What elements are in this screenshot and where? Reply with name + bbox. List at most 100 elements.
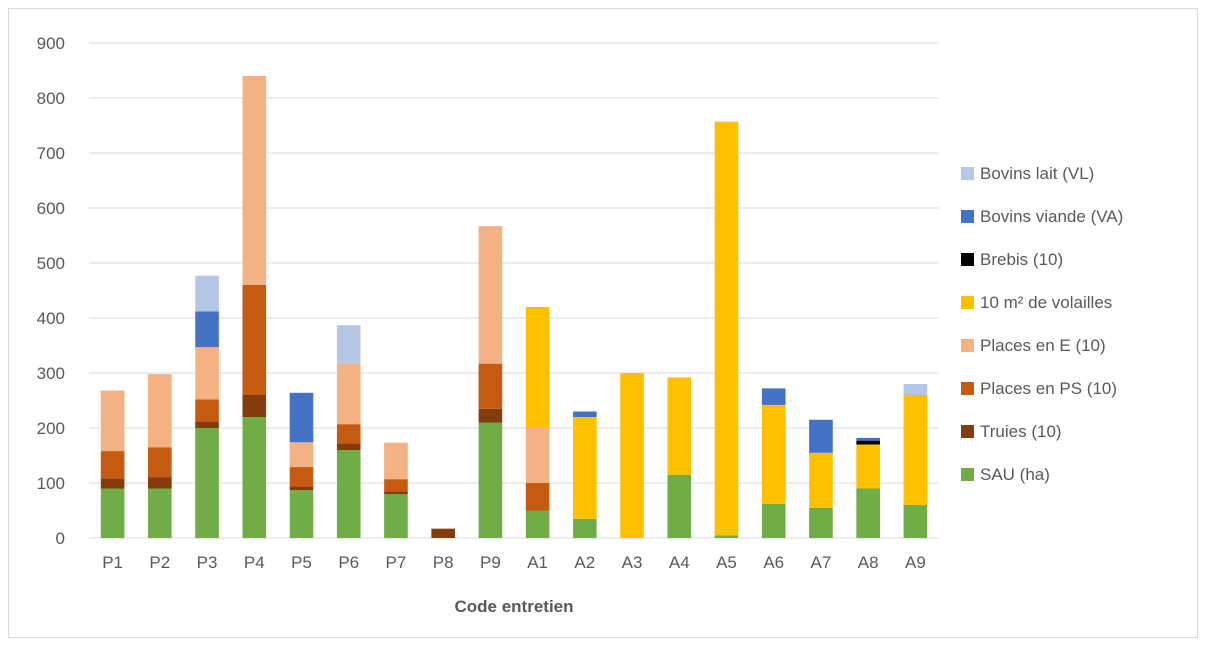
bar-segment <box>856 444 880 489</box>
x-tick-label: P9 <box>480 553 501 572</box>
x-tick-label: A4 <box>669 553 690 572</box>
bar-segment <box>667 377 692 475</box>
bar-segment <box>573 411 597 417</box>
y-tick-label: 700 <box>37 144 65 163</box>
bar-segment <box>525 307 550 428</box>
bar-segment <box>856 440 880 445</box>
bar-segment <box>148 477 172 489</box>
bar-segment <box>242 395 267 417</box>
x-tick-label: A6 <box>763 553 784 572</box>
x-axis-title: Code entretien <box>454 597 573 616</box>
y-tick-label: 500 <box>37 254 65 273</box>
x-tick-label: P2 <box>149 553 170 572</box>
bar-segment <box>336 450 361 538</box>
x-tick-label: A5 <box>716 553 737 572</box>
legend-label: Brebis (10) <box>980 250 1063 269</box>
bar-segment <box>100 451 125 479</box>
bar-segment <box>242 417 267 538</box>
bar-segment <box>100 488 125 538</box>
x-tick-label: P4 <box>244 553 265 572</box>
bar-segment <box>431 528 455 538</box>
x-tick-label: A7 <box>811 553 832 572</box>
bar-segment <box>384 494 408 538</box>
x-tick-label: P1 <box>102 553 123 572</box>
bar-segment <box>478 226 503 364</box>
bar-segment <box>289 486 314 491</box>
bar-segment <box>525 428 550 483</box>
legend: Bovins lait (VL) Bovins viande (VA) Brebis… <box>961 164 1123 484</box>
chart-frame: 0 100 200 300 400 500 600 700 800 900 P1 P2 P3 P4 P5 P… <box>8 8 1198 638</box>
legend-swatch <box>961 468 974 481</box>
y-tick-label: 200 <box>37 419 65 438</box>
bar-segment <box>714 535 739 538</box>
y-tick-label: 900 <box>37 34 65 53</box>
bar-segment <box>761 404 786 504</box>
y-axis-ticks: 0 100 200 300 400 500 600 700 800 900 <box>37 34 65 548</box>
gridlines <box>89 42 939 539</box>
bar-segment <box>856 488 880 538</box>
bar-segment <box>148 447 172 478</box>
bar-segment <box>525 510 550 538</box>
bar-segment <box>100 390 125 452</box>
bar-segment <box>289 392 314 443</box>
bar-segment <box>620 373 644 538</box>
y-tick-label: 600 <box>37 199 65 218</box>
legend-swatch <box>961 382 974 395</box>
bar-segment <box>809 419 833 453</box>
legend-swatch <box>961 296 974 309</box>
bar-segment <box>903 505 928 538</box>
bar-segment <box>525 483 550 511</box>
x-tick-label: P7 <box>386 553 407 572</box>
bar-segment <box>761 503 786 538</box>
bar-segment <box>242 76 267 285</box>
bar-segment <box>336 443 361 450</box>
stacked-bar-chart: 0 100 200 300 400 500 600 700 800 900 P1 P2 P3 P4 P5 P… <box>37 34 1124 616</box>
bar-segment <box>478 422 503 538</box>
bar-segment <box>573 518 597 538</box>
legend-label: Bovins lait (VL) <box>980 164 1094 183</box>
y-tick-label: 100 <box>37 474 65 493</box>
bar-segment <box>148 488 172 538</box>
x-tick-label: A3 <box>622 553 643 572</box>
bar-segment <box>289 467 314 487</box>
legend-label: SAU (ha) <box>980 465 1050 484</box>
x-tick-label: A2 <box>574 553 595 572</box>
bar-segment <box>336 424 361 444</box>
bar-segment <box>761 388 786 405</box>
bar-segment <box>100 478 125 489</box>
bar-segment <box>856 437 880 441</box>
y-tick-label: 0 <box>56 529 65 548</box>
legend-swatch <box>961 253 974 266</box>
bar-segment <box>667 474 692 538</box>
bar-segment <box>478 363 503 409</box>
bar-segment <box>336 363 361 425</box>
legend-swatch <box>961 210 974 223</box>
x-tick-label: A8 <box>858 553 879 572</box>
x-tick-label: P5 <box>291 553 312 572</box>
bar-segment <box>195 347 219 400</box>
bar-segment <box>384 491 408 494</box>
y-tick-label: 400 <box>37 309 65 328</box>
x-tick-label: P3 <box>197 553 218 572</box>
x-tick-label: A1 <box>527 553 548 572</box>
bar-segment <box>148 374 172 448</box>
legend-swatch <box>961 339 974 352</box>
legend-swatch <box>961 167 974 180</box>
y-tick-label: 800 <box>37 89 65 108</box>
bar-segment <box>384 479 408 492</box>
bar-segment <box>903 384 928 395</box>
bar-segment <box>573 417 597 519</box>
bar-segment <box>714 121 739 536</box>
legend-label: Bovins viande (VA) <box>980 207 1123 226</box>
bar-segment <box>478 408 503 423</box>
bar-segment <box>242 285 267 395</box>
legend-label: Places en E (10) <box>980 336 1106 355</box>
bar-segment <box>289 442 314 468</box>
bar-segment <box>195 311 219 348</box>
bar-segment <box>289 490 314 538</box>
bar-segment <box>195 275 219 312</box>
y-tick-label: 300 <box>37 364 65 383</box>
bar-segment <box>809 507 833 538</box>
bar-segment <box>195 421 219 428</box>
legend-swatch <box>961 425 974 438</box>
